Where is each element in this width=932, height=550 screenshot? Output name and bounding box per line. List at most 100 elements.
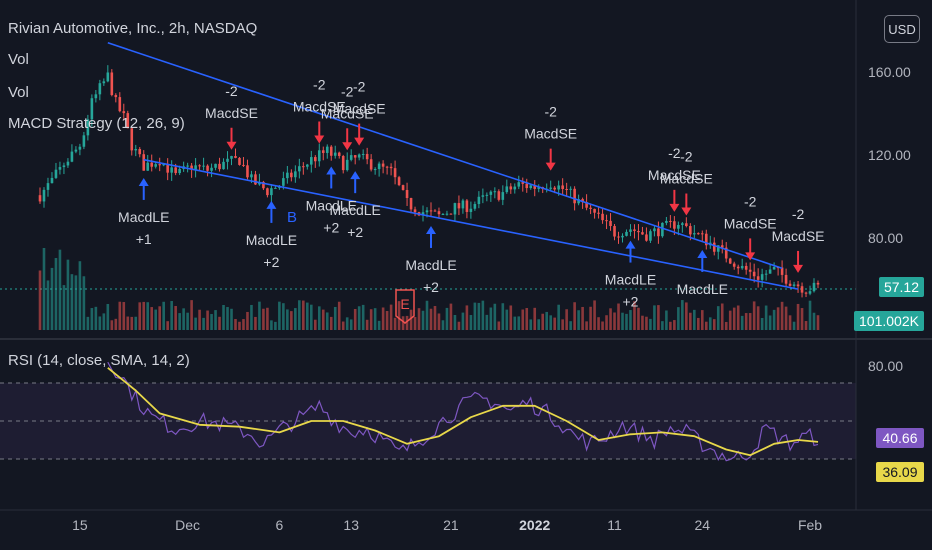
candle-body: [138, 149, 142, 155]
candle-body: [170, 167, 173, 173]
volume-bar: [677, 307, 680, 330]
volume-bar: [708, 317, 712, 330]
candle-body: [38, 195, 42, 202]
volume-bar: [744, 313, 748, 330]
volume-bar: [804, 321, 808, 330]
volume-bar: [226, 307, 229, 330]
volume-bar: [282, 303, 285, 330]
candle-body: [306, 164, 309, 167]
candle-body: [118, 97, 122, 112]
volume-bar: [190, 300, 193, 330]
volume-bar: [593, 300, 596, 330]
trendline-0: [107, 42, 783, 269]
volume-bar: [497, 321, 501, 330]
candle-body: [321, 150, 325, 153]
candle-body: [485, 194, 489, 196]
candle-body: [294, 171, 297, 178]
volume-bar: [521, 309, 525, 330]
candle-body: [214, 163, 217, 168]
candle-body: [736, 266, 740, 269]
candle-body: [429, 210, 433, 212]
candle-body: [581, 199, 584, 203]
candle-body: [617, 236, 620, 238]
volume-bar: [812, 312, 816, 330]
candle-body: [238, 157, 241, 165]
signal-qty: -2: [744, 193, 757, 209]
volume-bar: [329, 316, 333, 330]
candle-body: [788, 283, 792, 286]
volume-bar: [82, 276, 86, 330]
candle-body: [621, 235, 624, 238]
signal-qty: -2: [680, 149, 693, 165]
chart-title[interactable]: Rivian Automotive, Inc., 2h, NASDAQ: [8, 20, 258, 37]
candle-body: [633, 229, 636, 231]
candle-body: [393, 168, 397, 178]
signal-qty: -2: [544, 104, 557, 120]
volume-bar: [545, 311, 548, 330]
candle-body: [401, 185, 405, 190]
candle-body: [677, 224, 680, 229]
candle-body: [42, 189, 46, 202]
candle-body: [641, 232, 644, 235]
candle-body: [413, 209, 417, 213]
rsi-line: [107, 361, 819, 462]
volume-bar: [485, 314, 489, 330]
candle-body: [477, 196, 481, 205]
candle-body: [58, 167, 62, 170]
volume-bar: [98, 316, 102, 330]
candle-body: [768, 269, 772, 274]
volume-bar: [533, 307, 537, 330]
legend-vol-1[interactable]: Vol: [8, 51, 29, 68]
volume-bar: [294, 308, 297, 330]
candle-body: [226, 158, 229, 162]
volume-bar: [629, 310, 632, 330]
candle-body: [154, 164, 158, 167]
volume-bar: [333, 306, 337, 330]
candle-body: [266, 188, 269, 196]
volume-bar: [549, 315, 552, 330]
legend-macd-strategy[interactable]: MACD Strategy (12, 26, 9): [8, 115, 185, 132]
candle-body: [74, 149, 78, 152]
candle-body: [744, 265, 748, 270]
volume-bar: [381, 307, 385, 330]
candle-body: [146, 162, 150, 171]
volume-bar: [565, 309, 568, 330]
candle-body: [517, 182, 521, 187]
volume-bar: [405, 315, 409, 330]
volume-bar: [62, 285, 66, 330]
candle-body: [317, 150, 321, 162]
volume-bar: [130, 316, 134, 330]
candle-body: [166, 163, 169, 173]
candle-body: [728, 258, 732, 264]
volume-bar: [134, 316, 138, 330]
candle-body: [389, 166, 393, 169]
volume-bar: [46, 280, 50, 330]
candle-body: [178, 168, 181, 174]
volume-bar: [50, 267, 54, 330]
signal-qty: -2: [353, 79, 366, 95]
volume-bar: [58, 249, 62, 330]
signal-qty: -2: [313, 77, 326, 93]
currency-button[interactable]: USD: [884, 15, 920, 43]
candle-body: [748, 269, 752, 272]
volume-bar: [513, 316, 517, 330]
volume-bar: [601, 321, 604, 330]
candle-body: [501, 192, 505, 200]
legend-vol-2[interactable]: Vol: [8, 84, 29, 101]
candle-body: [194, 165, 197, 170]
volume-bar: [449, 303, 453, 330]
volume-bar: [313, 319, 317, 330]
legend-rsi[interactable]: RSI (14, close, SMA, 14, 2): [8, 352, 190, 369]
volume-bar: [736, 305, 740, 330]
candle-body: [373, 169, 377, 171]
last-price-tag: 57.12: [879, 277, 924, 297]
rsi-ma-tag: 36.09: [876, 462, 924, 482]
volume-bar: [728, 310, 732, 330]
candle-body: [724, 247, 728, 259]
candle-body: [162, 163, 165, 166]
candle-body: [198, 165, 201, 167]
candle-body: [533, 185, 537, 189]
candle-body: [653, 228, 656, 232]
candle-body: [693, 233, 696, 235]
